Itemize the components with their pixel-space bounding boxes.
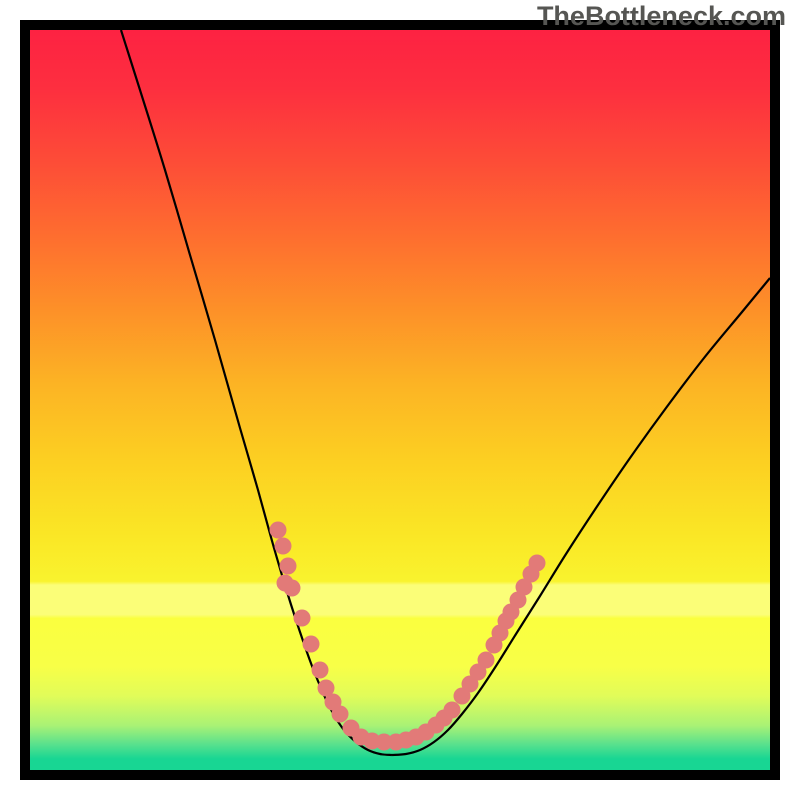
chart-border — [0, 0, 800, 800]
watermark-text: TheBottleneck.com — [537, 1, 786, 32]
chart-frame: TheBottleneck.com — [0, 0, 800, 800]
